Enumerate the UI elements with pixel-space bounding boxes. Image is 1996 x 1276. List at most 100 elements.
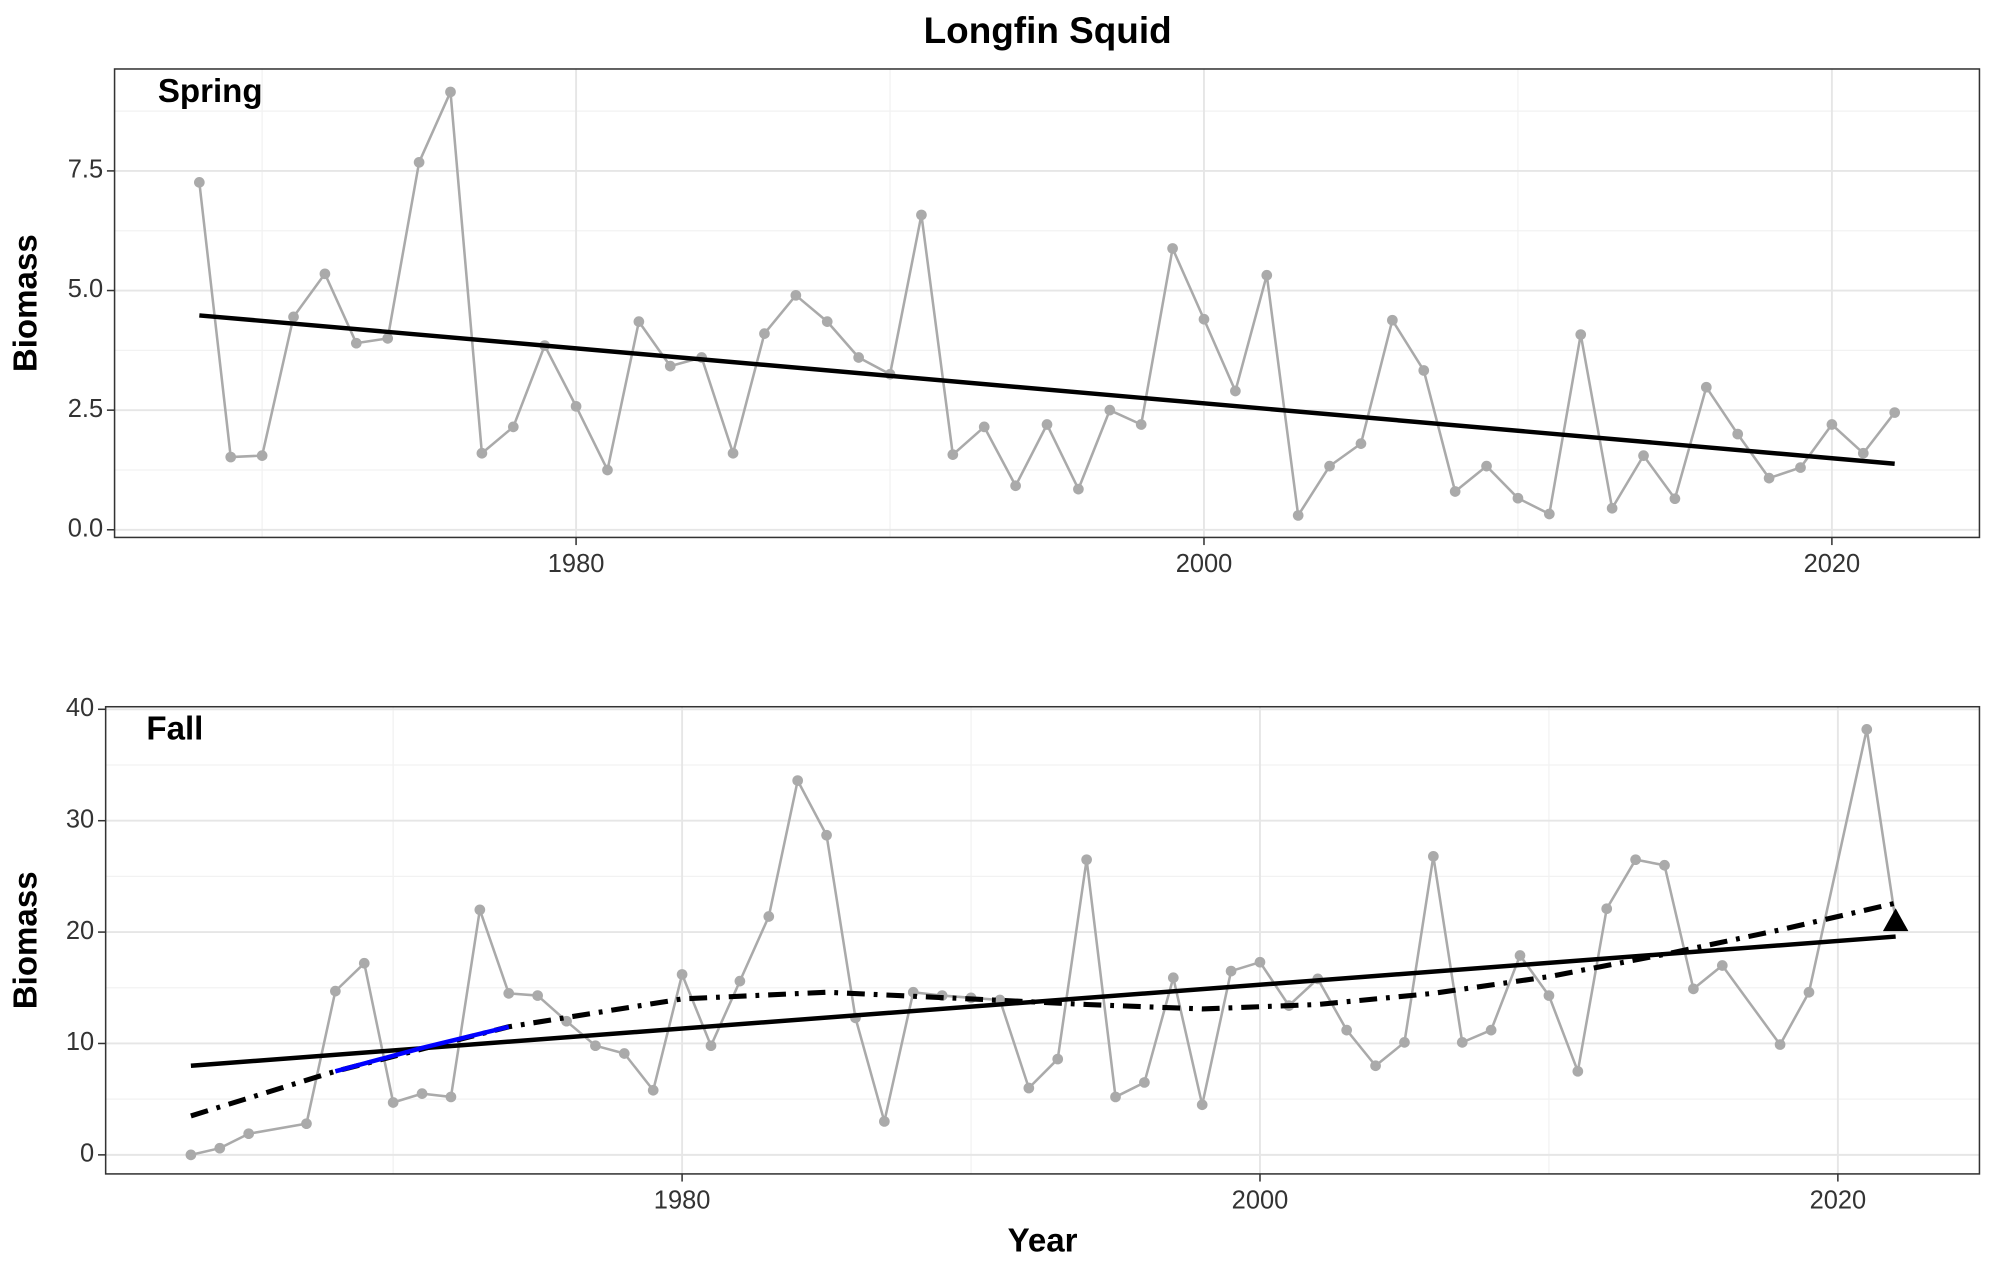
point: [633, 316, 645, 327]
point: [1659, 859, 1670, 871]
point: [1716, 960, 1728, 971]
point: [602, 464, 613, 476]
point: [445, 86, 456, 98]
x-tick-label: 2020: [1804, 550, 1861, 578]
point: [1399, 1037, 1410, 1048]
x-tick-label: 1980: [548, 550, 605, 578]
point: [1261, 269, 1273, 281]
x-tick-label: 2020: [1810, 1187, 1867, 1215]
point: [330, 985, 341, 997]
point: [647, 1084, 659, 1096]
point: [1861, 724, 1873, 735]
point: [1803, 986, 1815, 998]
y-tick-label: 20: [66, 917, 94, 945]
point: [243, 1128, 255, 1140]
point: [1575, 329, 1587, 340]
point: [759, 328, 770, 339]
point: [225, 451, 237, 463]
point: [1543, 990, 1555, 1001]
point: [507, 421, 519, 433]
point: [532, 990, 543, 1001]
point: [1889, 407, 1901, 418]
point: [350, 337, 362, 349]
point: [193, 177, 205, 188]
point: [319, 268, 331, 280]
point: [185, 1149, 197, 1161]
point: [570, 400, 582, 412]
point: [1826, 419, 1838, 430]
point: [1110, 1091, 1121, 1103]
point: [1135, 419, 1147, 430]
point: [1196, 1099, 1208, 1111]
trend-line: [199, 313, 1895, 466]
point: [416, 1088, 428, 1099]
point: [734, 975, 746, 987]
point: [1700, 381, 1712, 393]
trend-line: [334, 1024, 510, 1074]
panel-border: [104, 705, 1981, 1175]
point: [821, 316, 833, 327]
point: [474, 904, 486, 916]
point: [618, 1048, 630, 1059]
point: [1428, 850, 1439, 862]
point: [476, 447, 488, 459]
point: [214, 1142, 226, 1154]
point: [1481, 460, 1492, 472]
point: [763, 911, 775, 922]
point: [1543, 508, 1555, 520]
point: [1418, 365, 1430, 376]
point: [1355, 438, 1367, 449]
point: [1023, 1082, 1035, 1094]
point: [664, 360, 676, 372]
point: [503, 988, 515, 999]
x-tick-label: 2000: [1176, 550, 1233, 578]
x-axis-label: Year: [1008, 1222, 1078, 1259]
point: [301, 1118, 312, 1130]
point: [1010, 480, 1021, 492]
point: [1370, 1060, 1381, 1072]
chart-title: Longfin Squid: [924, 10, 1172, 51]
point: [1341, 1024, 1353, 1036]
point: [1485, 1024, 1497, 1036]
point: [445, 1091, 457, 1103]
y-tick-label: 0.0: [68, 514, 103, 542]
y-tick-label: 7.5: [68, 156, 103, 184]
panel-label: Spring: [158, 73, 263, 110]
x-tick-label: 1980: [654, 1187, 711, 1215]
point: [1763, 472, 1775, 484]
trend-line: [190, 900, 1897, 1119]
point: [790, 289, 802, 301]
point: [916, 209, 927, 221]
y-tick-label: 10: [66, 1028, 94, 1056]
panel-label: Fall: [146, 711, 203, 748]
point: [1081, 854, 1092, 866]
point-triangle: [1882, 908, 1909, 932]
point: [1139, 1077, 1150, 1088]
point: [1857, 447, 1869, 459]
point: [1512, 492, 1524, 504]
point: [821, 829, 832, 841]
point: [1292, 510, 1304, 521]
point: [879, 1116, 890, 1127]
point: [792, 775, 804, 786]
point: [1795, 462, 1806, 473]
x-tick-label: 2000: [1232, 1187, 1289, 1215]
panel: [105, 706, 1980, 1174]
point: [1073, 483, 1084, 495]
point: [1572, 1065, 1584, 1077]
point: [561, 1015, 572, 1027]
point: [1669, 493, 1681, 505]
point: [1198, 313, 1210, 325]
y-tick-label: 30: [66, 805, 94, 833]
panel-border: [113, 68, 1981, 539]
point: [676, 969, 688, 980]
point: [288, 311, 299, 323]
y-tick-label: 40: [66, 694, 94, 722]
point: [1324, 460, 1335, 472]
point: [590, 1040, 601, 1052]
point: [358, 957, 370, 969]
y-axis-label: Biomass: [8, 871, 45, 1009]
point: [1514, 950, 1526, 961]
point: [947, 449, 959, 461]
